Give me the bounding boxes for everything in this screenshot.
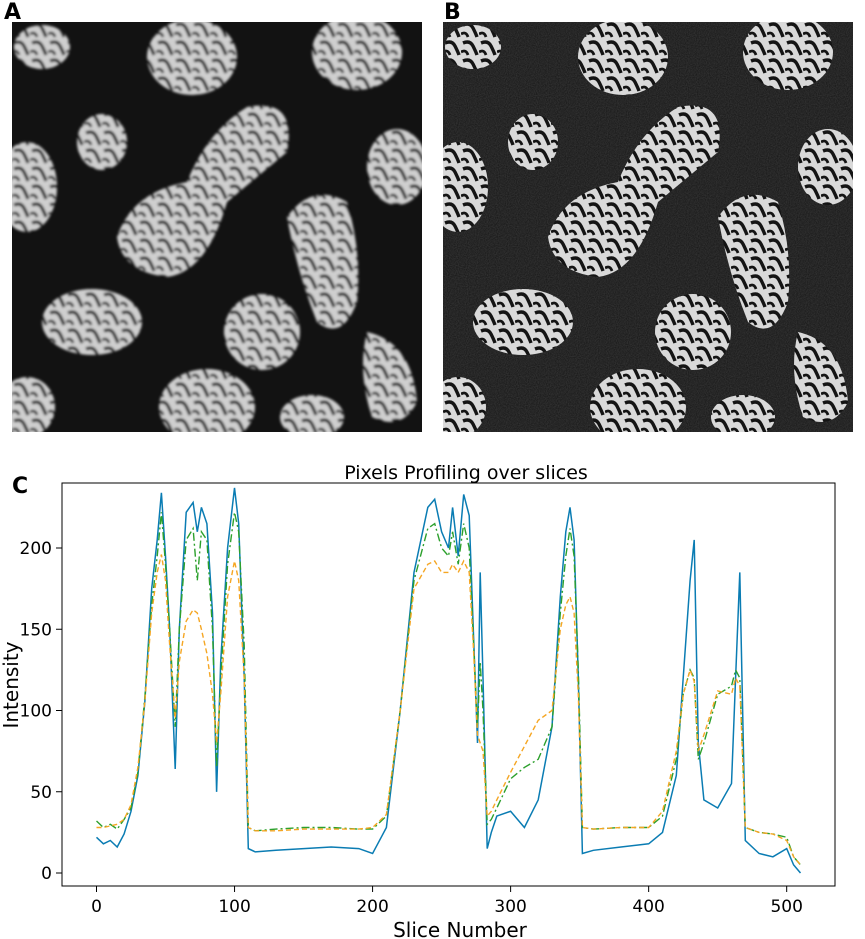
x-tick-label: 0 (91, 897, 102, 917)
y-tick-label: 150 (20, 620, 52, 640)
microscopy-blobs-a (12, 22, 422, 432)
x-axis-label: Slice Number (393, 918, 528, 939)
panel-label-a: A (4, 0, 22, 25)
microscopy-image-b (443, 22, 853, 432)
chart-title: Pixels Profiling over slices (344, 462, 588, 484)
y-tick-label: 50 (30, 783, 52, 803)
x-tick-label: 500 (770, 897, 802, 917)
y-tick-label: 100 (20, 702, 52, 722)
series-line-3 (96, 554, 802, 866)
x-tick-label: 400 (632, 897, 664, 917)
intensity-line-chart: Pixels Profiling over slices 0 100 200 300 4… (0, 462, 836, 939)
panel-label-b: B (444, 0, 461, 25)
ticks-layer: 0 100 200 300 400 500 0 50 100 150 200 (20, 539, 803, 917)
y-axis-label: Intensity (0, 641, 23, 728)
x-tick-label: 200 (356, 897, 388, 917)
x-tick-label: 300 (494, 897, 526, 917)
series-layer (95, 487, 802, 874)
microscopy-blobs-b (443, 22, 853, 432)
x-tick-label: 100 (218, 897, 250, 917)
y-tick-label: 0 (41, 864, 52, 884)
y-tick-label: 200 (20, 539, 52, 559)
panel-label-c: C (12, 474, 29, 499)
microscopy-image-a (12, 22, 422, 432)
plot-frame (61, 482, 836, 887)
